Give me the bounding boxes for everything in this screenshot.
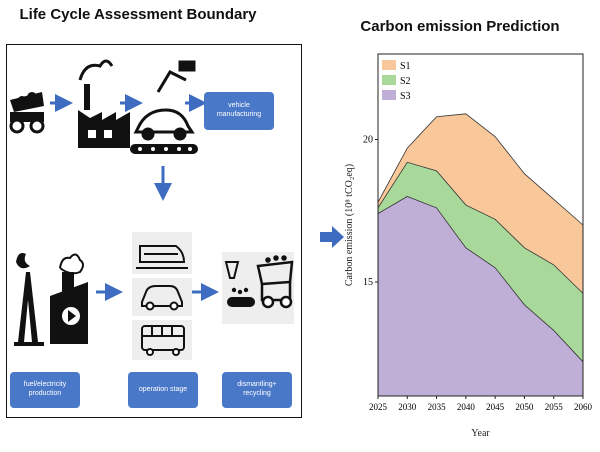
- robot-arm-assembly-icon: [130, 60, 198, 154]
- chart-title: Carbon emission Prediction: [360, 18, 560, 35]
- bus-icon: [141, 325, 185, 356]
- legend-swatch-s2: [382, 75, 396, 85]
- dump-truck-icon: [9, 92, 45, 134]
- vehicle-manufacturing-label: vehicle manufacturing: [204, 92, 274, 130]
- lca-diagram: [9, 59, 294, 360]
- dismantling-recycling-label: dismantling+ recycling: [222, 372, 292, 408]
- factory-icon: [78, 59, 130, 148]
- car-panel: [132, 278, 192, 316]
- recycling-truck-icon: [256, 255, 294, 309]
- fuel-electricity-production-label: fuel/electricity production: [10, 372, 80, 408]
- y-axis-label: Carbon emission (10⁸ tCO₂eq): [344, 164, 355, 286]
- power-plant-icon: [50, 253, 88, 344]
- x-tick-label: 2050: [515, 402, 534, 412]
- shredder-icon: [224, 261, 255, 307]
- connector-arrow-icon: [320, 226, 344, 248]
- legend-swatch-s3: [382, 90, 396, 100]
- legend-label-s1: S1: [400, 61, 411, 72]
- y-tick-label: 15: [363, 277, 373, 288]
- oil-well-icon: [14, 253, 44, 346]
- x-axis-label: Year: [471, 428, 490, 439]
- lca-title: Life Cycle Assessment Boundary: [19, 6, 257, 23]
- x-tick-label: 2045: [486, 402, 505, 412]
- emission-chart: 2025 2030 2035 2040 2045 2050 2055 2060 15 20 S1…: [344, 53, 593, 439]
- legend-swatch-s1: [382, 60, 396, 70]
- legend-label-s2: S2: [400, 76, 411, 87]
- lca-boundary-frame: [6, 44, 302, 418]
- operation-stage-label: operation stage: [128, 372, 198, 408]
- car-icon: [141, 285, 183, 311]
- x-tick-label: 2060: [574, 402, 593, 412]
- x-tick-label: 2025: [369, 402, 388, 412]
- legend-label-s3: S3: [400, 91, 411, 102]
- x-tick-label: 2040: [457, 402, 476, 412]
- plot-frame: [377, 53, 584, 397]
- x-tick-label: 2055: [545, 402, 564, 412]
- y-tick-label: 20: [363, 135, 373, 146]
- train-icon: [136, 245, 188, 269]
- x-tick-label: 2035: [428, 402, 447, 412]
- x-tick-label: 2030: [398, 402, 417, 412]
